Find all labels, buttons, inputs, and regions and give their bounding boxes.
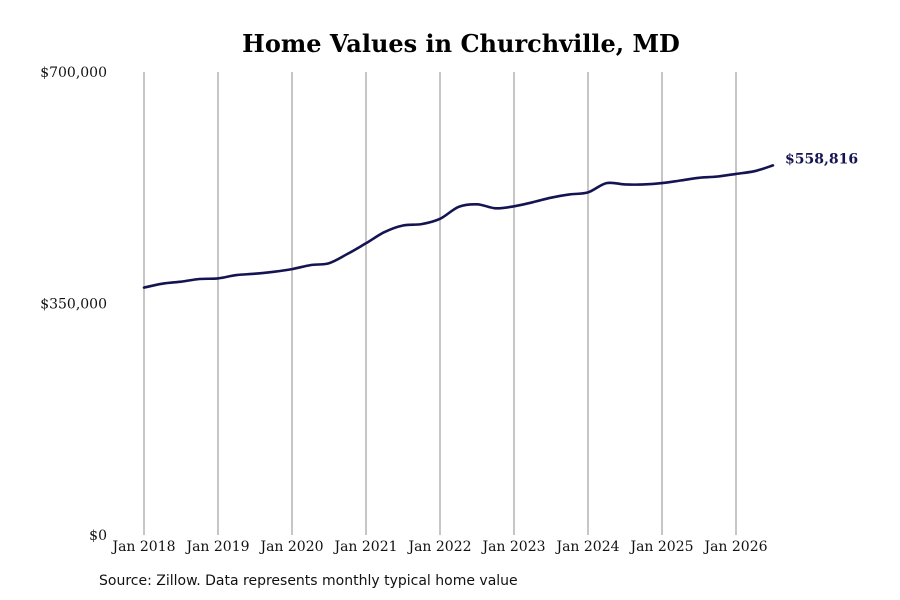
x-tick-label: Jan 2020 [258,539,323,555]
y-axis-ticks: $0 $350,000 $700,000 [40,65,107,544]
x-tick-label: Jan 2018 [110,539,175,555]
x-tick-label: Jan 2025 [628,539,693,555]
x-tick-label: Jan 2023 [480,539,545,555]
x-tick-label: Jan 2021 [332,539,397,555]
x-tick-label: Jan 2019 [184,539,249,555]
x-tick-label: Jan 2026 [702,539,767,555]
source-note: Source: Zillow. Data represents monthly … [99,573,518,589]
y-tick-label: $350,000 [40,297,107,313]
gridlines [143,72,737,535]
end-value-label: $558,816 [785,151,858,167]
series-line [142,164,775,289]
series-layer [142,164,775,289]
chart-title: Home Values in Churchville, MD [242,29,680,58]
y-tick-label: $700,000 [40,65,107,81]
y-tick-label: $0 [89,528,107,544]
x-tick-label: Jan 2022 [406,539,471,555]
x-tick-label: Jan 2024 [554,539,619,555]
x-axis-ticks: Jan 2018 Jan 2019 Jan 2020 Jan 2021 Jan 2022… [110,539,767,555]
